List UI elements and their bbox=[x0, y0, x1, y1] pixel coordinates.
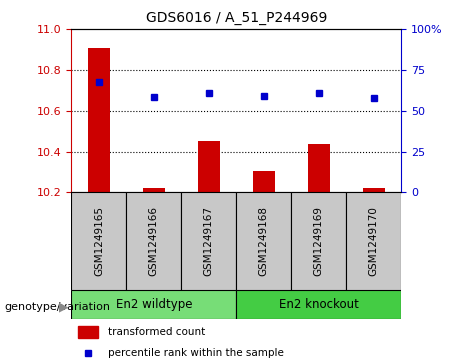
Text: GSM1249168: GSM1249168 bbox=[259, 207, 269, 276]
Bar bbox=[198, 141, 220, 192]
Bar bbox=[236, 290, 401, 319]
Text: En2 knockout: En2 knockout bbox=[279, 298, 359, 311]
Bar bbox=[253, 171, 275, 192]
Text: genotype/variation: genotype/variation bbox=[5, 302, 111, 312]
Bar bbox=[236, 192, 291, 290]
Text: En2 wildtype: En2 wildtype bbox=[116, 298, 192, 311]
Bar bbox=[88, 48, 110, 192]
Text: GSM1249167: GSM1249167 bbox=[204, 207, 214, 276]
Bar bbox=[363, 188, 384, 192]
Bar bbox=[181, 192, 236, 290]
Bar bbox=[346, 192, 401, 290]
Text: GSM1249165: GSM1249165 bbox=[94, 207, 104, 276]
Text: GSM1249169: GSM1249169 bbox=[313, 207, 324, 276]
Bar bbox=[307, 144, 330, 192]
Text: transformed count: transformed count bbox=[108, 327, 205, 337]
Bar bbox=[291, 192, 346, 290]
Bar bbox=[143, 188, 165, 192]
Title: GDS6016 / A_51_P244969: GDS6016 / A_51_P244969 bbox=[146, 11, 327, 25]
Bar bbox=[71, 192, 126, 290]
Text: percentile rank within the sample: percentile rank within the sample bbox=[108, 348, 284, 358]
Bar bbox=[126, 192, 181, 290]
Text: ▶: ▶ bbox=[59, 300, 68, 313]
Text: GSM1249170: GSM1249170 bbox=[369, 207, 378, 276]
Text: GSM1249166: GSM1249166 bbox=[149, 207, 159, 276]
Bar bbox=[78, 326, 98, 338]
Bar bbox=[71, 290, 236, 319]
